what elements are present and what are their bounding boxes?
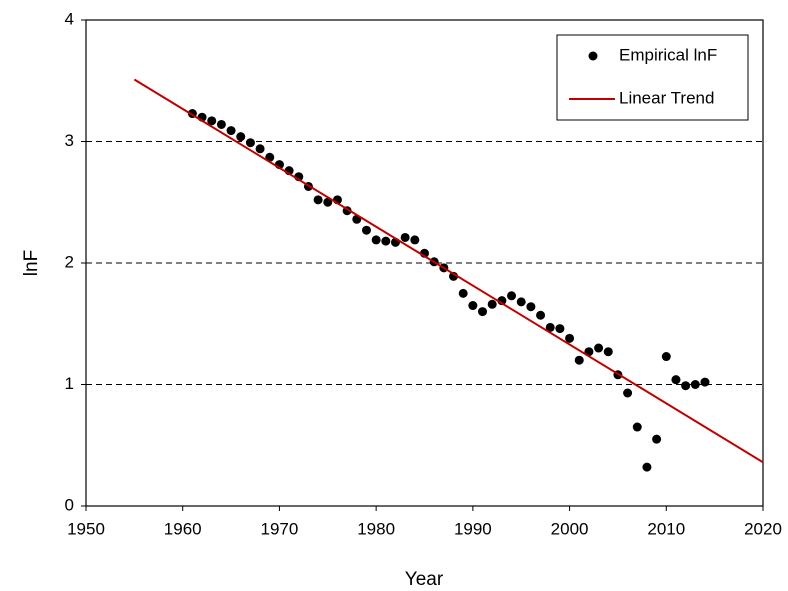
point — [642, 462, 652, 472]
x-tick-label: 1980 — [357, 519, 395, 538]
y-tick-label: 0 — [65, 495, 74, 514]
point — [603, 347, 613, 357]
y-axis-label: lnF — [21, 250, 42, 276]
plot-frame — [85, 19, 764, 507]
point — [574, 355, 584, 365]
point — [536, 310, 546, 320]
x-tick-label: 2010 — [647, 519, 685, 538]
point — [410, 235, 420, 245]
x-axis-label: Year — [405, 569, 444, 590]
point — [671, 375, 681, 385]
point — [652, 434, 662, 444]
point — [661, 352, 671, 362]
point — [371, 235, 381, 245]
point — [565, 333, 575, 343]
x-tick-label: 1960 — [164, 519, 202, 538]
y-tick-label: 2 — [65, 252, 74, 271]
point — [255, 144, 265, 154]
point — [216, 119, 226, 129]
point — [313, 195, 323, 205]
legend-label: Empirical lnF — [619, 45, 717, 64]
legend-box — [556, 34, 749, 121]
point — [323, 197, 333, 207]
x-tick-label: 1990 — [454, 519, 492, 538]
x-tick-label: 1970 — [261, 519, 299, 538]
point — [207, 116, 217, 126]
point — [555, 324, 565, 334]
point — [690, 380, 700, 389]
point — [681, 381, 691, 391]
point — [623, 388, 633, 398]
point — [526, 302, 536, 312]
x-tick-label: 1950 — [67, 519, 105, 538]
trend-line — [133, 78, 764, 464]
point — [458, 288, 468, 298]
point — [226, 126, 236, 136]
point — [632, 422, 642, 432]
point — [236, 132, 246, 142]
y-tick-label: 3 — [65, 131, 74, 150]
point — [478, 307, 488, 317]
x-tick-label: 2020 — [744, 519, 782, 538]
y-tick-label: 4 — [65, 9, 74, 28]
legend-label: Linear Trend — [619, 88, 714, 107]
y-tick-label: 1 — [65, 374, 74, 393]
point — [507, 291, 517, 301]
point — [545, 322, 555, 332]
point — [468, 301, 478, 311]
point — [400, 232, 410, 242]
point — [487, 299, 497, 309]
point — [516, 297, 526, 307]
point — [245, 138, 255, 148]
point — [700, 377, 710, 387]
point — [381, 236, 391, 246]
x-tick-label: 2000 — [551, 519, 589, 538]
legend-marker — [588, 51, 598, 61]
point — [594, 343, 604, 353]
point — [361, 225, 371, 235]
